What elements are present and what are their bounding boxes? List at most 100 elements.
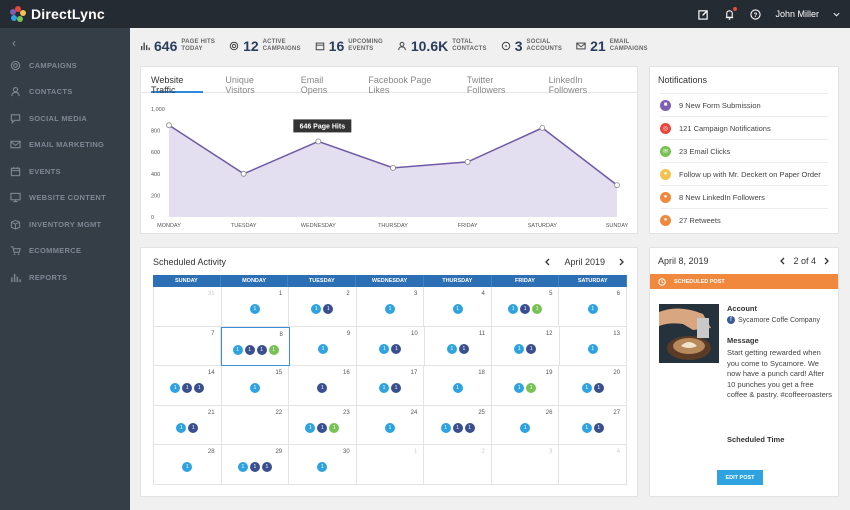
- activity-chip[interactable]: 1: [176, 422, 187, 433]
- app-logo[interactable]: DirectLync: [10, 6, 105, 22]
- calendar-day[interactable]: 31: [153, 287, 222, 327]
- chevron-right-icon[interactable]: [824, 257, 830, 265]
- tab-facebook-page-likes[interactable]: Facebook Page Likes: [368, 75, 432, 95]
- activity-chip[interactable]: 1: [305, 422, 316, 433]
- activity-chip[interactable]: 1: [452, 304, 463, 314]
- activity-chip[interactable]: 1: [593, 422, 604, 433]
- chevron-down-icon[interactable]: [833, 12, 840, 17]
- activity-chip[interactable]: 1: [458, 343, 469, 354]
- calendar-day[interactable]: 15 1: [221, 366, 290, 406]
- tab-website-traffic[interactable]: Website Traffic: [151, 67, 204, 95]
- activity-chip[interactable]: 1: [329, 422, 340, 433]
- sidebar-item-campaigns[interactable]: CAMPAIGNS: [0, 52, 130, 79]
- notification-item[interactable]: ● 8 New LinkedIn Followers: [660, 185, 828, 208]
- activity-chip[interactable]: 1: [317, 422, 328, 433]
- activity-chip[interactable]: 1: [508, 304, 519, 314]
- activity-chip[interactable]: 1: [256, 344, 267, 355]
- activity-chip[interactable]: 1: [194, 383, 205, 394]
- calendar-day[interactable]: 14 1 1 1: [153, 366, 222, 406]
- calendar-day[interactable]: 20 1 1: [559, 366, 628, 406]
- activity-chip[interactable]: 1: [440, 422, 451, 433]
- activity-chip[interactable]: 1: [170, 383, 181, 394]
- calendar-day[interactable]: 26 1: [491, 405, 560, 446]
- chevron-left-icon[interactable]: [544, 258, 550, 266]
- calendar-day[interactable]: 21 1 1: [153, 405, 222, 446]
- tab-unique-visitors[interactable]: Unique Visitors: [225, 75, 255, 95]
- calendar-day[interactable]: 3: [491, 445, 560, 485]
- stat-total-contacts[interactable]: 10.6K TOTAL CONTACTS: [397, 38, 487, 54]
- activity-chip[interactable]: 1: [249, 304, 260, 314]
- calendar-day[interactable]: 16 1: [289, 366, 357, 406]
- tab-email-opens[interactable]: Email Opens: [300, 75, 328, 95]
- activity-chip[interactable]: 1: [237, 462, 248, 473]
- calendar-day[interactable]: 24 1: [356, 405, 425, 446]
- sidebar-item-reports[interactable]: REPORTS: [0, 264, 130, 291]
- activity-chip[interactable]: 1: [526, 343, 537, 354]
- activity-chip[interactable]: 1: [182, 462, 193, 473]
- sidebar-item-contacts[interactable]: CONTACTS: [0, 79, 130, 106]
- activity-chip[interactable]: 1: [593, 383, 604, 394]
- tab-twitter-followers[interactable]: Twitter Followers: [466, 75, 506, 95]
- stat-social-accounts[interactable]: 3 SOCIAL ACCOUNTS: [501, 38, 562, 54]
- calendar-day[interactable]: 23 1 1 1: [289, 405, 357, 446]
- calendar-day[interactable]: 30 1: [289, 445, 357, 485]
- calendar-day[interactable]: 2: [424, 445, 492, 485]
- activity-chip[interactable]: 1: [581, 422, 592, 433]
- activity-chip[interactable]: 1: [385, 422, 396, 433]
- activity-chip[interactable]: 1: [464, 422, 475, 433]
- stat-email-campaigns[interactable]: 21 EMAIL CAMPAIGNS: [576, 38, 648, 54]
- activity-chip[interactable]: 1: [379, 343, 390, 354]
- calendar-day[interactable]: 22: [221, 405, 290, 446]
- sidebar-item-ecommerce[interactable]: ECOMMERCE: [0, 238, 130, 265]
- activity-chip[interactable]: 1: [587, 304, 598, 314]
- collapse-icon[interactable]: ‹: [12, 36, 16, 50]
- sidebar-item-website-content[interactable]: WEBSITE CONTENT: [0, 185, 130, 212]
- activity-chip[interactable]: 1: [249, 462, 260, 473]
- activity-chip[interactable]: 1: [520, 304, 531, 314]
- calendar-day[interactable]: 28 1: [153, 445, 222, 485]
- activity-chip[interactable]: 1: [532, 304, 543, 314]
- stat-page-hits[interactable]: 646 PAGE HITS TODAY: [140, 38, 215, 54]
- calendar-day[interactable]: 27 1 1: [559, 405, 628, 446]
- calendar-day[interactable]: 11 1 1: [424, 326, 493, 367]
- bell-icon[interactable]: [723, 7, 738, 20]
- activity-chip[interactable]: 1: [232, 344, 243, 355]
- chevron-left-icon[interactable]: [779, 257, 785, 265]
- activity-chip[interactable]: 1: [581, 383, 592, 394]
- notification-item[interactable]: ● Follow up with Mr. Deckert on Paper Or…: [660, 162, 828, 185]
- activity-chip[interactable]: 1: [317, 383, 328, 394]
- notification-item[interactable]: ● 27 Retweets: [660, 208, 828, 231]
- activity-chip[interactable]: 1: [391, 383, 402, 394]
- sidebar-item-events[interactable]: EVENTS: [0, 158, 130, 185]
- calendar-day[interactable]: 19 1 1: [491, 366, 560, 406]
- activity-chip[interactable]: 1: [311, 304, 322, 314]
- stat-active-campaigns[interactable]: 12 ACTIVE CAMPAIGNS: [229, 38, 301, 54]
- calendar-day[interactable]: 17 1 1: [356, 366, 425, 406]
- calendar-day[interactable]: 18 1: [424, 366, 492, 406]
- user-name[interactable]: John Miller: [775, 9, 819, 19]
- activity-chip[interactable]: 1: [182, 383, 193, 394]
- activity-chip[interactable]: 1: [261, 462, 272, 473]
- calendar-day[interactable]: 4: [559, 445, 628, 485]
- activity-chip[interactable]: 1: [520, 422, 531, 433]
- activity-chip[interactable]: 1: [323, 304, 334, 314]
- edit-post-button[interactable]: EDIT POST: [717, 470, 763, 485]
- activity-chip[interactable]: 1: [188, 422, 199, 433]
- activity-chip[interactable]: 1: [452, 383, 463, 394]
- activity-chip[interactable]: 1: [587, 343, 598, 354]
- sidebar-item-social-media[interactable]: SOCIAL MEDIA: [0, 105, 130, 132]
- notification-item[interactable]: ✉ 23 Email Clicks: [660, 139, 828, 162]
- notification-item[interactable]: ◎ 121 Campaign Notifications: [660, 116, 828, 139]
- notification-item[interactable]: ■ 9 New Form Submission: [660, 93, 828, 116]
- calendar-day[interactable]: 10 1 1: [357, 326, 425, 367]
- activity-chip[interactable]: 1: [379, 383, 390, 394]
- calendar-day[interactable]: 7: [153, 326, 222, 367]
